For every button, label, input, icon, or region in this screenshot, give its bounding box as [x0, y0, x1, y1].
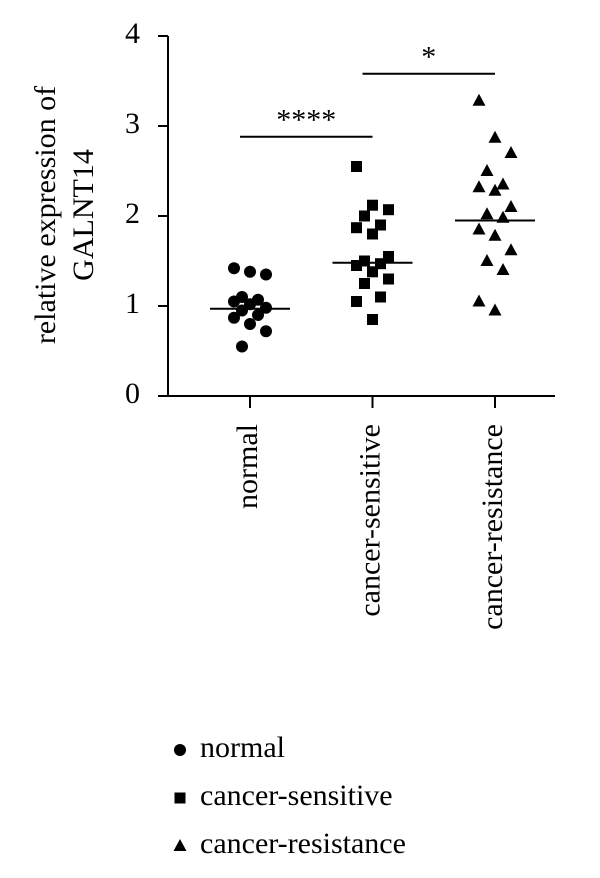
- data-point: [260, 325, 272, 338]
- y-tick-label: 3: [125, 107, 140, 140]
- data-point: [480, 164, 494, 176]
- data-point: [496, 263, 510, 275]
- legend-label: normal: [200, 731, 285, 764]
- data-point: [480, 207, 494, 220]
- data-point: [244, 318, 256, 330]
- x-tick-label: cancer-sensitive: [353, 424, 386, 617]
- data-point: [228, 311, 240, 324]
- data-point: [367, 199, 378, 211]
- legend-marker: [173, 839, 187, 851]
- data-point: [351, 222, 362, 234]
- data-point: [367, 314, 378, 325]
- data-point: [375, 291, 386, 303]
- legend-label: cancer-resistance: [200, 827, 406, 860]
- data-point: [504, 146, 518, 158]
- data-point: [367, 266, 378, 278]
- data-point: [351, 161, 362, 172]
- x-tick-label: normal: [231, 424, 264, 509]
- data-point: [383, 251, 394, 262]
- data-point: [228, 262, 240, 275]
- data-point: [383, 273, 394, 285]
- data-point: [359, 278, 370, 289]
- data-point: [359, 255, 370, 267]
- data-point: [236, 340, 248, 353]
- significance-label: *: [421, 41, 436, 74]
- y-tick-label: 1: [125, 287, 140, 320]
- data-point: [472, 222, 486, 235]
- legend-marker: [174, 792, 186, 804]
- data-point: [488, 183, 502, 196]
- data-point: [504, 243, 518, 256]
- data-point: [504, 200, 518, 212]
- data-point: [359, 210, 370, 222]
- data-point: [496, 177, 510, 190]
- y-tick-label: 0: [125, 377, 140, 410]
- legend-marker: [174, 744, 186, 756]
- data-point: [383, 204, 394, 216]
- data-point: [488, 130, 502, 143]
- y-tick-label: 2: [125, 197, 140, 230]
- data-point: [244, 265, 256, 278]
- data-point: [488, 303, 502, 316]
- data-point: [252, 309, 264, 321]
- data-point: [472, 93, 486, 106]
- data-point: [472, 294, 486, 307]
- data-point: [472, 180, 486, 193]
- data-point: [351, 296, 362, 307]
- data-point: [260, 268, 272, 281]
- legend-label: cancer-sensitive: [200, 779, 393, 812]
- data-point: [480, 254, 494, 266]
- data-point: [351, 260, 362, 271]
- y-axis-label: relative expression of: [29, 86, 62, 344]
- data-point: [236, 304, 248, 317]
- significance-label: ****: [276, 104, 336, 137]
- data-point: [367, 228, 378, 240]
- data-point: [228, 295, 240, 308]
- y-tick-label: 4: [125, 17, 140, 50]
- data-point: [375, 219, 386, 231]
- data-point: [488, 228, 502, 241]
- y-axis-label: GALNT14: [67, 149, 100, 281]
- x-tick-label: cancer-resistance: [476, 424, 509, 630]
